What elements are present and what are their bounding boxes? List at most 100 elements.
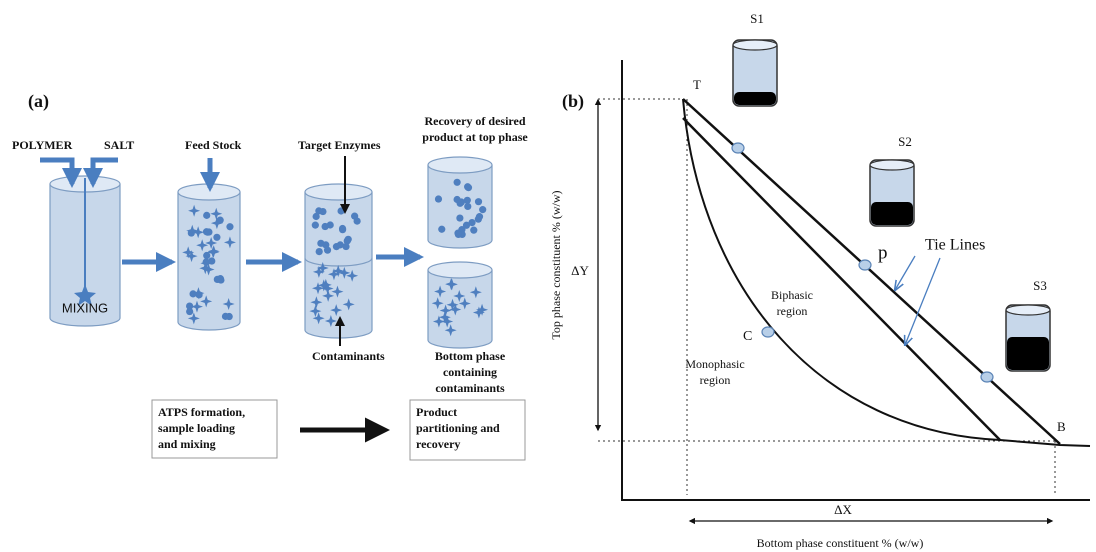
sample-label: S2 <box>898 134 912 149</box>
points <box>731 142 994 383</box>
step-box <box>151 399 278 459</box>
step-text: sample loading <box>158 421 235 435</box>
tie-lines-label: Tie Lines <box>925 237 985 254</box>
enzyme <box>321 222 329 231</box>
enzyme <box>221 312 230 320</box>
contaminant <box>310 296 323 309</box>
contaminant <box>207 245 220 258</box>
contaminant <box>205 236 218 249</box>
enzyme <box>337 207 345 215</box>
enzyme <box>456 199 464 207</box>
cylinder-top <box>427 261 493 279</box>
polymer-label: POLYMER <box>12 138 73 152</box>
contaminant <box>332 264 345 277</box>
contaminants-label: Contaminants <box>312 349 385 363</box>
contaminant <box>223 236 236 249</box>
enzyme <box>204 228 212 236</box>
enzyme <box>202 258 210 266</box>
vial-top <box>1005 304 1051 316</box>
recovery-label: product at top phase <box>422 130 528 144</box>
enzyme <box>315 248 323 256</box>
contaminant <box>186 224 199 237</box>
contaminant <box>458 297 471 310</box>
x-axis-label: Bottom phase constituent % (w/w) <box>757 536 924 550</box>
contaminant <box>188 204 201 217</box>
enzyme <box>464 184 473 192</box>
enzyme <box>468 218 476 227</box>
contaminant <box>444 324 457 337</box>
pointer <box>905 257 941 345</box>
sample-label: S3 <box>1033 278 1047 293</box>
enzyme <box>311 221 319 229</box>
contaminant <box>338 266 351 279</box>
enzyme <box>339 226 347 234</box>
star <box>74 284 96 306</box>
enzyme <box>189 290 197 298</box>
point-label: B <box>1057 419 1066 434</box>
enzyme <box>216 275 224 283</box>
contaminant <box>312 312 325 325</box>
contaminant <box>222 297 235 310</box>
region-label: Biphasic <box>771 288 813 302</box>
step-box <box>409 399 526 461</box>
contaminant <box>210 207 223 220</box>
enzyme <box>462 221 471 229</box>
contaminant <box>190 300 203 313</box>
contaminant <box>187 312 200 325</box>
contaminant <box>453 290 466 303</box>
target-enzymes-label: Target Enzymes <box>298 138 381 152</box>
arrow <box>40 157 82 188</box>
contaminant <box>312 282 325 295</box>
enzyme <box>474 215 482 223</box>
step-text: ATPS formation, <box>158 405 245 419</box>
arrow <box>83 157 118 188</box>
cylinder-body <box>304 192 373 339</box>
enzyme <box>226 223 234 231</box>
enzyme <box>454 230 463 239</box>
sample-label: S1 <box>750 11 764 26</box>
contaminant <box>309 305 322 318</box>
contaminant <box>449 303 462 316</box>
enzyme <box>456 214 464 222</box>
recovery-label: Recovery of desired <box>424 114 525 128</box>
enzyme <box>434 195 443 203</box>
delta-label: ΔX <box>834 502 852 517</box>
contaminant <box>324 315 337 328</box>
contaminant <box>316 262 329 275</box>
vial-bottom <box>871 202 913 225</box>
contaminant <box>202 263 215 276</box>
enzyme <box>344 235 352 243</box>
enzyme <box>479 206 487 214</box>
contaminant <box>192 287 205 300</box>
contaminant <box>431 297 444 310</box>
step-text: Product <box>416 405 457 419</box>
enzyme <box>463 196 471 204</box>
enzyme <box>208 257 216 265</box>
point-label: T <box>693 77 701 92</box>
enzyme <box>213 233 221 241</box>
contaminant <box>439 304 452 317</box>
contaminant <box>200 295 213 308</box>
enzyme <box>351 212 359 220</box>
enzyme <box>470 226 478 234</box>
contaminant <box>445 278 458 291</box>
particles <box>182 178 489 337</box>
contaminant <box>321 282 334 295</box>
step-text: recovery <box>416 437 460 451</box>
panel-label: (a) <box>28 91 49 112</box>
step-text: partitioning and <box>416 421 500 435</box>
feed-stock-label: Feed Stock <box>185 138 242 152</box>
cylinder-top <box>304 183 373 201</box>
enzyme <box>203 211 211 219</box>
vial-bottom <box>1007 337 1049 370</box>
enzyme <box>453 178 461 186</box>
vial-bottom <box>734 92 776 105</box>
enzyme <box>186 302 194 310</box>
panel-label: (b) <box>562 91 584 112</box>
vial-top <box>869 159 915 171</box>
salt-label: SALT <box>104 138 134 152</box>
tie-line <box>682 98 1061 445</box>
contaminant <box>196 239 209 252</box>
contaminant <box>446 298 459 311</box>
